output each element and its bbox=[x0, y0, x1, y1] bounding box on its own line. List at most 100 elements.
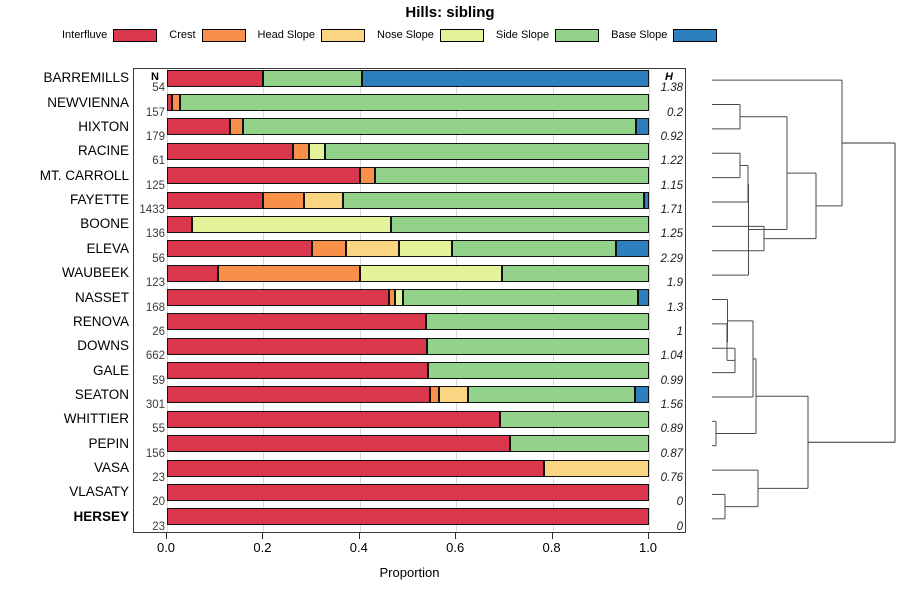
h-value: 1.04 bbox=[660, 350, 683, 363]
bar-segment bbox=[263, 191, 305, 209]
n-value: 1433 bbox=[139, 204, 165, 217]
n-column-header: N bbox=[151, 71, 159, 83]
bar-row bbox=[167, 94, 649, 112]
n-value: 301 bbox=[145, 398, 165, 411]
category-label: VLASATY bbox=[69, 484, 129, 500]
bar-segment bbox=[359, 167, 376, 185]
x-axis-tick bbox=[358, 533, 360, 539]
bar-segment bbox=[388, 289, 395, 306]
bar-segment bbox=[167, 508, 649, 526]
h-value: 0 bbox=[676, 520, 683, 533]
category-label: NASSET bbox=[74, 289, 129, 305]
bar-row bbox=[167, 264, 649, 282]
bar-segment bbox=[359, 264, 502, 282]
bar-segment bbox=[171, 94, 180, 112]
bar-segment bbox=[229, 118, 243, 136]
dendrogram bbox=[712, 79, 896, 520]
h-value: 0 bbox=[676, 496, 683, 509]
bar-segment bbox=[510, 435, 649, 453]
bar-segment bbox=[638, 289, 649, 306]
h-value: 1.25 bbox=[660, 228, 683, 241]
bar-row bbox=[167, 459, 649, 477]
n-value: 20 bbox=[152, 496, 165, 509]
bar-segment bbox=[167, 264, 218, 282]
bar-segment bbox=[242, 118, 637, 136]
bar-row bbox=[167, 386, 649, 404]
bar-segment bbox=[293, 142, 310, 160]
legend-label: Interfluve bbox=[62, 29, 108, 41]
category-label: VASA bbox=[93, 460, 129, 476]
category-axis-labels: BARREMILLS NEWVIENNA HIXTON RACINE MT. CARRO… bbox=[0, 68, 133, 533]
h-value: 0.89 bbox=[660, 423, 683, 436]
n-value: 168 bbox=[145, 301, 165, 314]
bar-segment bbox=[167, 240, 312, 258]
bar-segment bbox=[346, 240, 400, 258]
category-label: HERSEY bbox=[73, 508, 129, 524]
bar-segment bbox=[167, 435, 511, 453]
bar-segment bbox=[452, 240, 617, 258]
bar-segment bbox=[544, 459, 649, 477]
n-value: 26 bbox=[152, 325, 165, 338]
bar-segment bbox=[501, 264, 649, 282]
n-value: 123 bbox=[145, 277, 165, 290]
x-axis-tick-label: 0.0 bbox=[156, 540, 176, 555]
h-value: 2.29 bbox=[660, 252, 683, 265]
bar-row bbox=[167, 240, 649, 258]
legend-label: Head Slope bbox=[257, 29, 316, 41]
x-axis-tick-label: 0.2 bbox=[253, 540, 272, 555]
bar-row bbox=[167, 167, 649, 185]
bar-segment bbox=[263, 69, 363, 87]
bar-row bbox=[167, 191, 649, 209]
bar-segment bbox=[616, 240, 649, 258]
h-value: 0.92 bbox=[660, 130, 683, 143]
bar-segment bbox=[325, 142, 649, 160]
x-axis-tick-label: 0.4 bbox=[349, 540, 368, 555]
legend-swatch bbox=[201, 28, 246, 42]
bar-row bbox=[167, 337, 649, 355]
category-label: BOONE bbox=[80, 216, 129, 232]
bar-segment bbox=[167, 118, 230, 136]
plot-area: N 54 157 179 61 125 1433 136 56 123 168 26 662 59 301… bbox=[134, 69, 685, 534]
bar-row bbox=[167, 215, 649, 233]
stacked-bars bbox=[167, 69, 649, 534]
x-axis-tick bbox=[648, 533, 649, 539]
h-column: H 1.38 0.2 0.92 1.22 1.15 1.71 1.25 2.29 1.9 1.3 1… bbox=[647, 69, 685, 534]
legend-entry: Head Slope bbox=[257, 28, 366, 42]
plot-panel: N 54 157 179 61 125 1433 136 56 123 168 26 662 59 301… bbox=[133, 68, 686, 533]
bar-row bbox=[167, 289, 649, 306]
category-label: GALE bbox=[92, 362, 129, 378]
n-value: 157 bbox=[145, 106, 165, 119]
legend-swatch bbox=[673, 28, 718, 42]
bar-segment bbox=[167, 386, 430, 404]
x-axis-title: Proportion bbox=[379, 565, 440, 580]
h-column-header: H bbox=[665, 71, 673, 83]
bar-row bbox=[167, 483, 649, 501]
bar-segment bbox=[399, 240, 453, 258]
legend-entry: Interfluve bbox=[62, 28, 158, 42]
legend-label: Side Slope bbox=[495, 29, 550, 41]
h-value: 1.71 bbox=[660, 204, 683, 217]
legend-entry: Crest bbox=[169, 28, 246, 42]
category-label: DOWNS bbox=[77, 338, 129, 354]
category-label: SEATON bbox=[74, 386, 129, 402]
bar-segment bbox=[167, 94, 172, 112]
h-value: 1.9 bbox=[667, 277, 683, 290]
h-value: 1.38 bbox=[660, 82, 683, 95]
bar-segment bbox=[167, 483, 649, 501]
bar-segment bbox=[403, 289, 639, 306]
n-value: 136 bbox=[145, 228, 165, 241]
h-value: 1.22 bbox=[660, 155, 683, 168]
bar-segment bbox=[468, 386, 635, 404]
n-value: 23 bbox=[152, 520, 165, 533]
bar-row bbox=[167, 410, 649, 428]
legend-entry: Nose Slope bbox=[377, 28, 484, 42]
bar-segment bbox=[311, 240, 347, 258]
x-axis-tick bbox=[551, 533, 553, 539]
bar-segment bbox=[439, 386, 469, 404]
n-value: 662 bbox=[145, 350, 165, 363]
category-label: PEPIN bbox=[88, 435, 129, 451]
bar-row bbox=[167, 69, 649, 87]
x-axis-tick bbox=[262, 533, 264, 539]
bar-segment bbox=[428, 362, 649, 380]
legend-swatch bbox=[321, 28, 366, 42]
